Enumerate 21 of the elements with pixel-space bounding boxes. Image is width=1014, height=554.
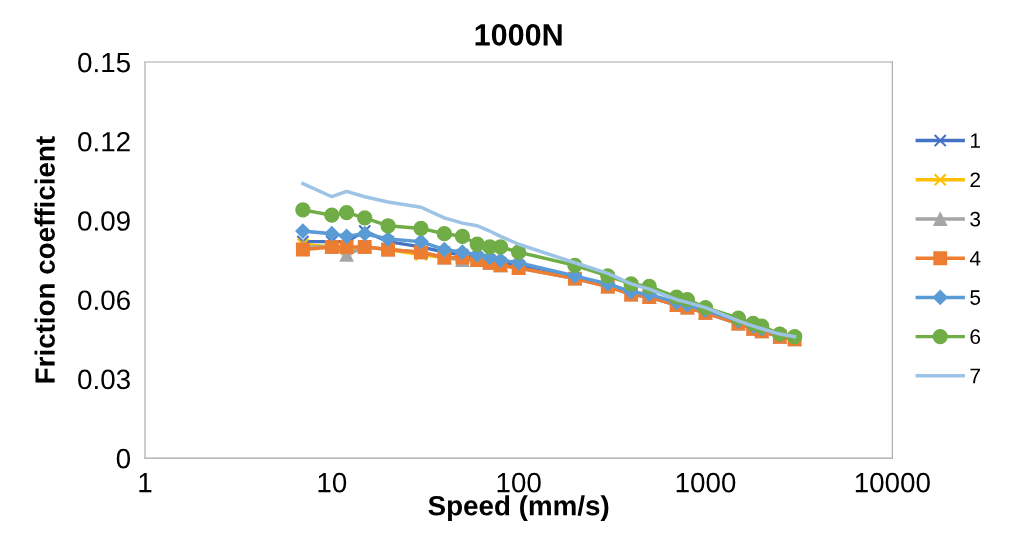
y-tick-label: 0.09 — [78, 211, 130, 231]
x-tick-label: 100 — [497, 472, 541, 493]
y-axis-title: Friction coefficient — [34, 136, 55, 383]
legend-label: 3 — [970, 211, 981, 227]
y-tick-label: 0 — [116, 448, 131, 469]
chart-title: 1000N — [475, 24, 562, 46]
x-tick-label: 1 — [139, 473, 152, 493]
legend-label: 4 — [969, 251, 981, 266]
y-tick-label: 0.15 — [78, 52, 130, 73]
x-tick-label: 1000 — [676, 472, 736, 493]
legend-label: 5 — [970, 290, 981, 305]
legend-label: 7 — [970, 368, 980, 384]
legend-label: 1 — [970, 133, 980, 148]
x-tick-label: 10000 — [855, 472, 930, 493]
y-tick-label: 0.12 — [78, 131, 130, 152]
legend-label: 2 — [970, 172, 980, 188]
y-tick-label: 0.06 — [78, 290, 130, 311]
x-tick-label: 10 — [318, 472, 347, 493]
legend-label: 6 — [970, 329, 981, 345]
x-axis-title: Speed (mm/s) — [428, 495, 609, 522]
y-tick-label: 0.03 — [78, 369, 130, 390]
